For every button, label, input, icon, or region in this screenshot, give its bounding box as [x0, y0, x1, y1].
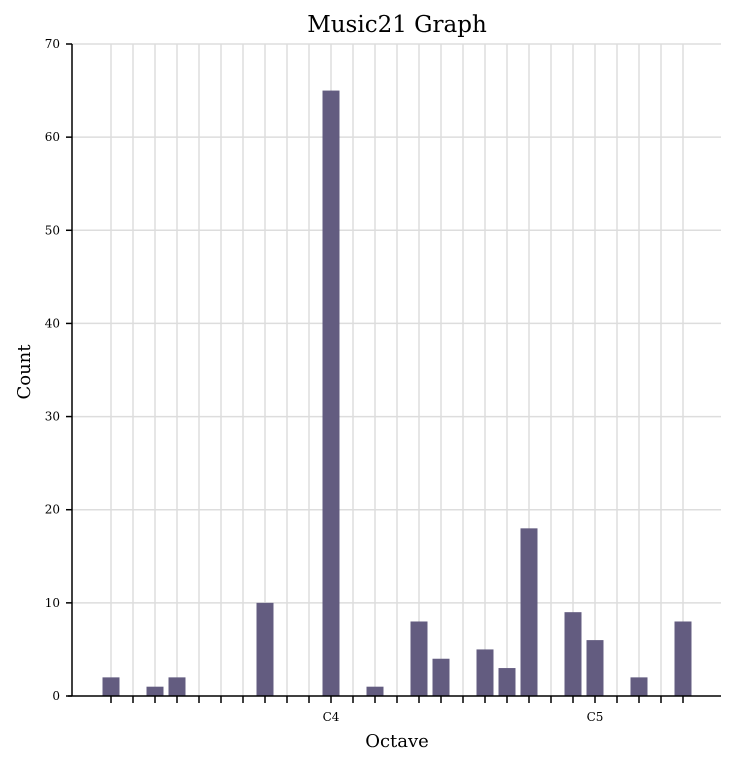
- bar: [520, 528, 538, 696]
- y-tick-label: 40: [45, 316, 60, 330]
- chart-title: Music21 Graph: [307, 12, 487, 38]
- y-tick-label: 60: [45, 130, 60, 144]
- y-tick-label: 0: [52, 689, 60, 703]
- y-tick-label: 10: [45, 596, 60, 610]
- y-tick-label: 30: [45, 410, 60, 424]
- x-tick-label: C5: [587, 710, 604, 724]
- bar: [498, 668, 516, 696]
- x-tick-label: C4: [323, 710, 340, 724]
- bar: [586, 640, 604, 696]
- bar: [564, 612, 582, 696]
- y-tick-label: 50: [45, 223, 60, 237]
- bar: [168, 677, 186, 696]
- bar: [630, 677, 648, 696]
- bar: [256, 602, 274, 696]
- bar: [366, 686, 384, 696]
- bar: [322, 90, 340, 697]
- y-axis-label: Count: [14, 344, 35, 400]
- bar: [674, 621, 692, 696]
- y-tick-label: 70: [45, 37, 60, 51]
- bar: [410, 621, 428, 696]
- bar: [146, 686, 164, 696]
- bar: [432, 658, 450, 696]
- y-tick-label: 20: [45, 503, 60, 517]
- bar: [476, 649, 494, 696]
- grid-lines: [72, 43, 721, 696]
- axes: 0 10 20 30 40 50 60 70 C4 C5: [45, 37, 721, 724]
- bars: [102, 90, 692, 697]
- x-axis-label: Octave: [365, 731, 429, 752]
- bar: [102, 677, 120, 696]
